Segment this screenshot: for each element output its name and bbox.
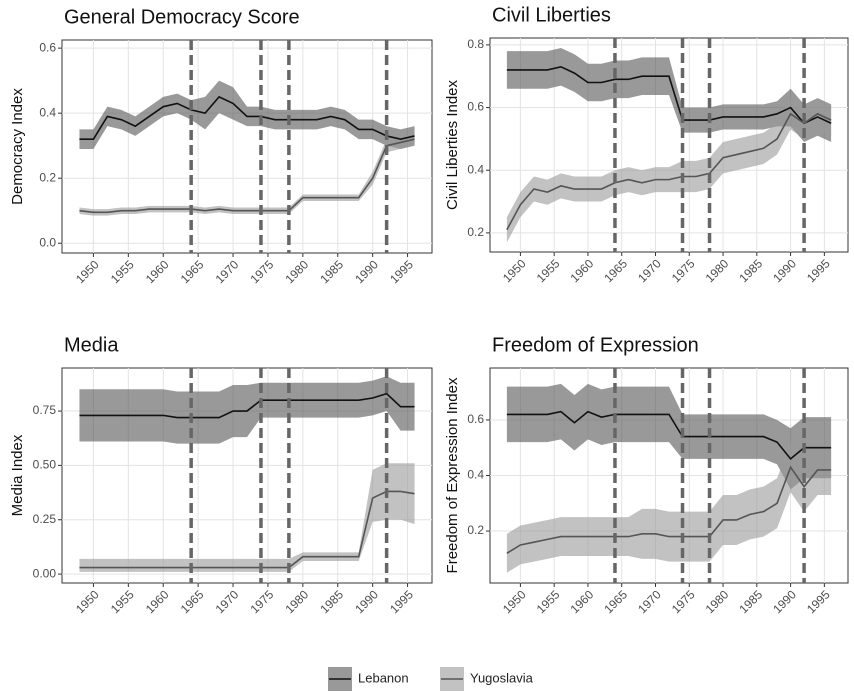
confidence-band xyxy=(506,442,832,573)
y-tick-label: 0.4 xyxy=(467,468,484,482)
x-tick-label: 1955 xyxy=(108,587,137,616)
x-tick-label: 1980 xyxy=(282,587,311,616)
series-line xyxy=(506,410,832,460)
x-tick-label: 1950 xyxy=(500,256,529,285)
x-tick-label: 1960 xyxy=(568,256,597,285)
series-line xyxy=(79,138,415,214)
confidence-band xyxy=(506,48,832,143)
x-tick-label: 1960 xyxy=(568,587,597,616)
x-tick-label: 1950 xyxy=(500,587,529,616)
chart-title: Freedom of Expression xyxy=(492,334,699,356)
legend-label: Lebanon xyxy=(358,670,409,685)
x-tick-label: 1995 xyxy=(387,257,416,286)
x-tick-label: 1965 xyxy=(178,257,207,286)
x-tick-label: 1955 xyxy=(534,256,563,285)
x-tick-label: 1990 xyxy=(770,587,799,616)
x-tick-label: 1955 xyxy=(534,587,563,616)
x-tick-label: 1985 xyxy=(317,257,346,286)
x-tick-label: 1950 xyxy=(73,587,102,616)
y-tick-label: 0.6 xyxy=(467,100,484,114)
confidence-band xyxy=(506,98,832,243)
x-tick-label: 1995 xyxy=(804,256,833,285)
confidence-band xyxy=(79,376,415,444)
confidence-band xyxy=(79,80,415,149)
x-tick-label: 1960 xyxy=(143,257,172,286)
legend-label: Yugoslavia xyxy=(470,670,534,685)
confidence-band xyxy=(506,383,832,490)
x-tick-label: 1990 xyxy=(352,257,381,286)
x-tick-label: 1975 xyxy=(669,587,698,616)
y-tick-label: 0.2 xyxy=(467,523,484,537)
x-tick-label: 1970 xyxy=(213,257,242,286)
y-tick-label: 0.6 xyxy=(467,412,484,426)
chart-title: Media xyxy=(64,334,119,356)
y-axis-label: Media Index xyxy=(9,434,26,516)
x-tick-label: 1960 xyxy=(143,587,172,616)
x-tick-label: 1975 xyxy=(248,257,277,286)
x-tick-label: 1995 xyxy=(387,587,416,616)
confidence-band xyxy=(79,463,415,572)
x-tick-label: 1970 xyxy=(635,256,664,285)
y-tick-label: 0.6 xyxy=(39,40,56,54)
series-line xyxy=(506,465,832,554)
x-tick-label: 1970 xyxy=(635,587,664,616)
y-axis-label: Freedom of Expression Index xyxy=(444,377,461,573)
chart-title: Civil Liberties xyxy=(492,4,611,26)
y-tick-label: 0.2 xyxy=(467,225,484,239)
y-tick-label: 0.2 xyxy=(39,170,56,184)
x-tick-label: 1970 xyxy=(213,587,242,616)
series-line xyxy=(79,392,415,419)
x-tick-label: 1965 xyxy=(601,587,630,616)
plot-background xyxy=(61,39,433,254)
y-tick-label: 0.50 xyxy=(33,458,57,472)
x-tick-label: 1985 xyxy=(736,587,765,616)
x-tick-label: 1955 xyxy=(108,257,137,286)
x-tick-label: 1980 xyxy=(703,256,732,285)
y-tick-label: 0.4 xyxy=(39,105,56,119)
series-line xyxy=(79,95,415,141)
x-tick-label: 1965 xyxy=(178,587,207,616)
x-tick-label: 1990 xyxy=(352,587,381,616)
confidence-band xyxy=(79,132,415,216)
y-tick-label: 0.75 xyxy=(33,403,57,417)
y-axis-label: Democracy Index xyxy=(9,88,26,205)
x-tick-label: 1980 xyxy=(282,257,311,286)
x-tick-label: 1985 xyxy=(317,587,346,616)
x-tick-label: 1980 xyxy=(703,587,732,616)
y-axis-label: Civil Liberties Index xyxy=(444,79,461,210)
legend-item: Lebanon xyxy=(328,667,409,691)
x-tick-label: 1990 xyxy=(770,256,799,285)
y-tick-label: 0.0 xyxy=(39,235,56,249)
chart-title: General Democracy Score xyxy=(64,6,300,28)
legend-item: Yugoslavia xyxy=(440,667,534,691)
x-tick-label: 1985 xyxy=(736,256,765,285)
x-tick-label: 1975 xyxy=(669,256,698,285)
series-line xyxy=(506,112,832,231)
y-tick-label: 0.00 xyxy=(33,566,57,580)
series-line xyxy=(506,65,832,125)
y-tick-label: 0.8 xyxy=(467,37,484,51)
x-tick-label: 1995 xyxy=(804,587,833,616)
y-tick-label: 0.4 xyxy=(467,162,484,176)
x-tick-label: 1950 xyxy=(73,257,102,286)
x-tick-label: 1965 xyxy=(601,256,630,285)
series-line xyxy=(79,490,415,569)
x-tick-label: 1975 xyxy=(248,587,277,616)
y-tick-label: 0.25 xyxy=(33,512,57,526)
